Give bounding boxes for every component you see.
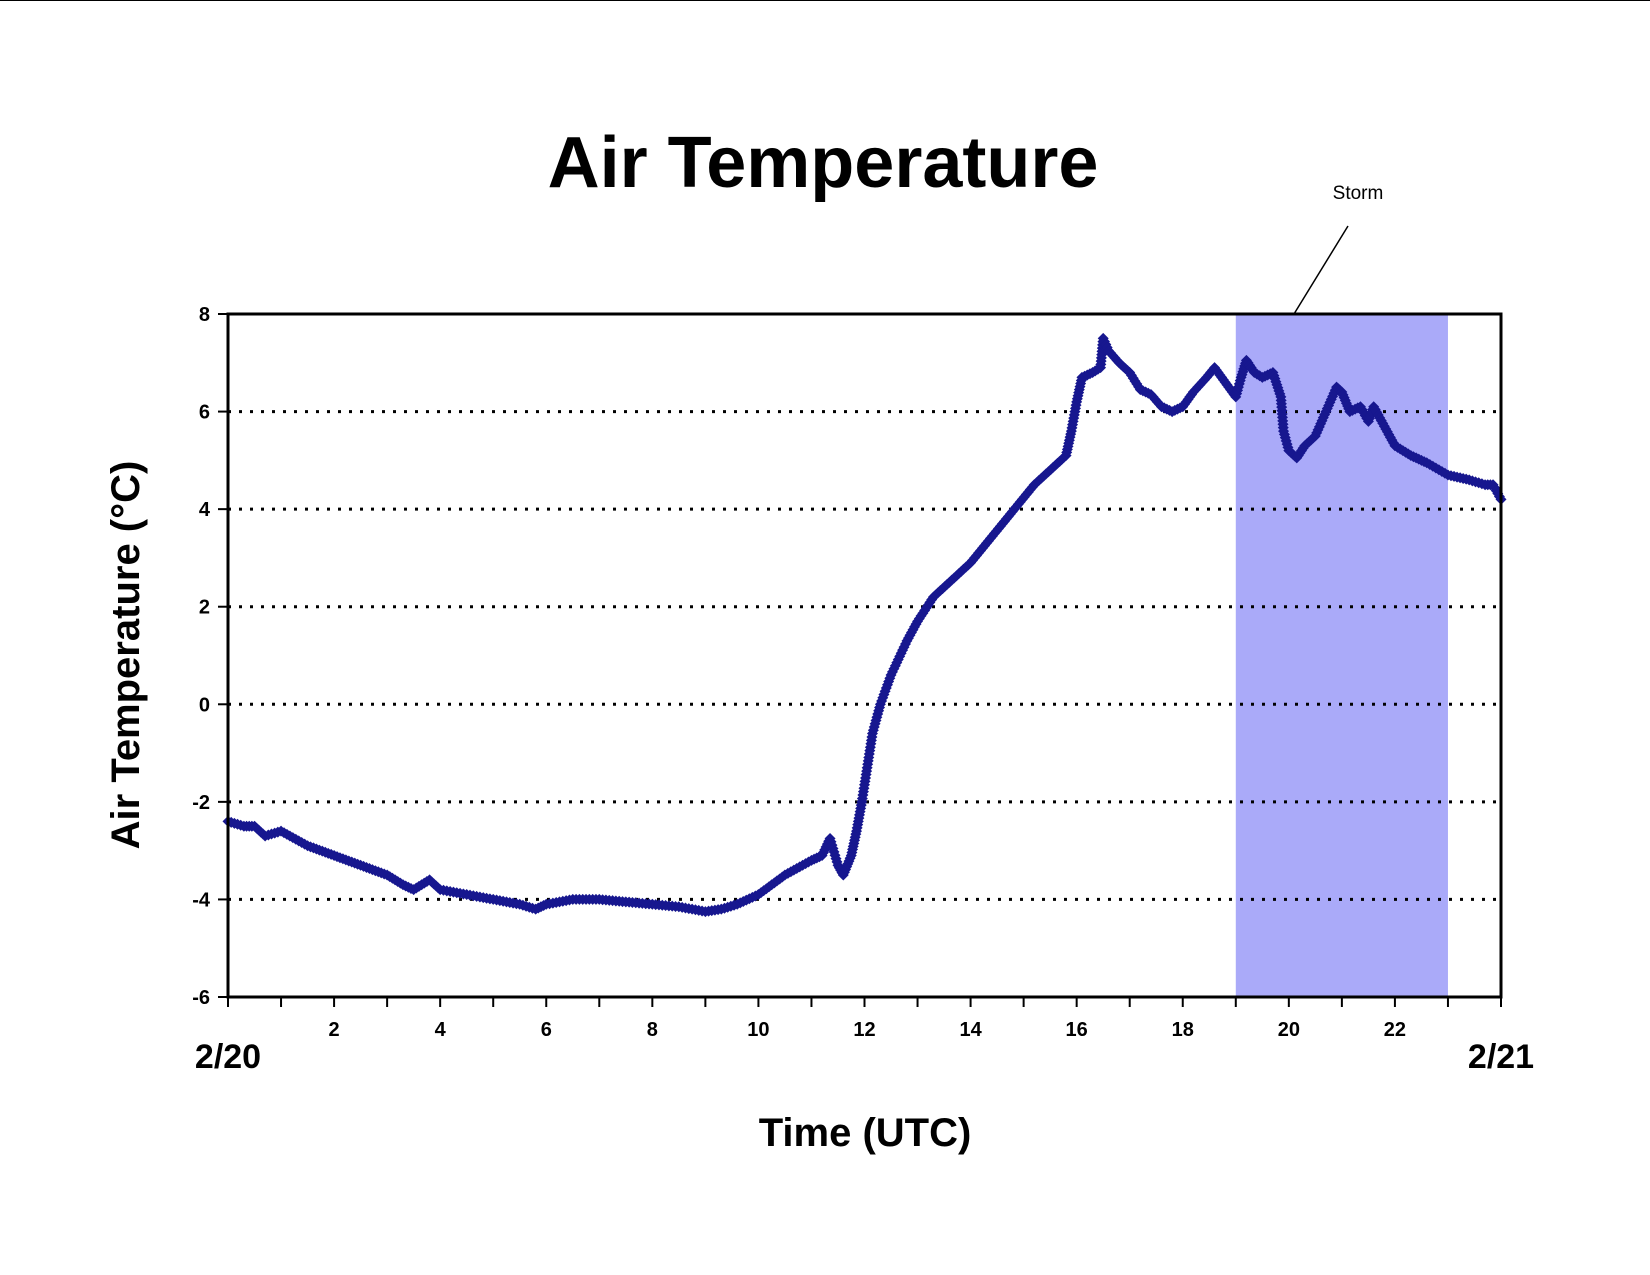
x-tick-label: 18 (1172, 1019, 1194, 1041)
x-tick-label: 20 (1278, 1019, 1300, 1041)
top-border-line (0, 0, 1650, 1)
y-tick-label: -2 (192, 792, 210, 814)
x-tick-label: 4 (435, 1019, 447, 1041)
data-series (222, 332, 1507, 918)
x-axis-title: Time (UTC) (759, 1111, 972, 1155)
y-tick-label: 4 (199, 499, 211, 521)
y-tick-label: 8 (199, 304, 210, 326)
y-tick-label: 2 (199, 597, 210, 619)
storm-annotation-leader (1293, 225, 1349, 315)
storm-annotation-label: Storm (1333, 183, 1384, 204)
axis-ticks: -6 -4 -2 0 2 4 6 8 2 4 6 8 10 12 14 16 18 20 22 (192, 304, 1502, 1041)
y-axis-title: Air Temperature (°C) (104, 461, 148, 850)
x-tick-label: 2 (329, 1019, 340, 1041)
x-tick-label: 10 (747, 1019, 769, 1041)
x-tick-label: 22 (1384, 1019, 1406, 1041)
y-tick-label: 0 (199, 694, 210, 716)
y-tick-label: -4 (192, 889, 211, 911)
chart-title: Air Temperature (548, 123, 1099, 203)
x-tick-label: 8 (647, 1019, 658, 1041)
date-start-label: 2/20 (195, 1038, 261, 1076)
x-tick-label: 6 (541, 1019, 552, 1041)
storm-shaded-region (1235, 314, 1448, 997)
x-tick-label: 14 (959, 1019, 982, 1041)
y-tick-label: -6 (192, 987, 210, 1009)
y-tick-label: 6 (199, 402, 210, 424)
x-tick-label: 16 (1066, 1019, 1088, 1041)
date-end-label: 2/21 (1468, 1038, 1534, 1076)
x-tick-label: 12 (853, 1019, 875, 1041)
